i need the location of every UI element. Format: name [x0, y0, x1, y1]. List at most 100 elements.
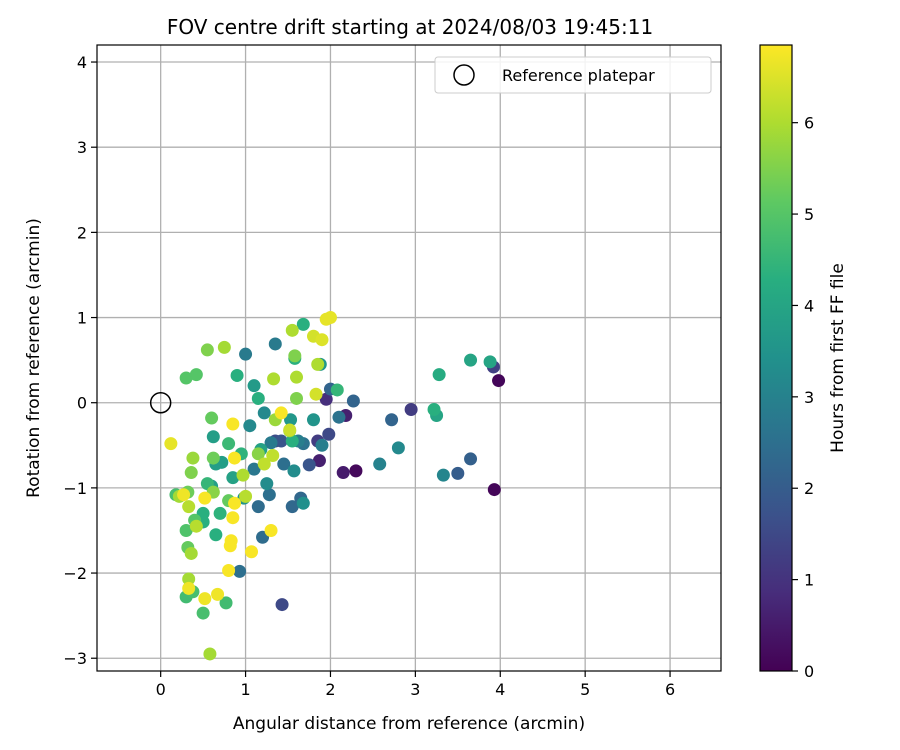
data-point — [226, 511, 240, 525]
data-point — [306, 413, 320, 427]
data-point — [275, 598, 289, 612]
data-point — [222, 563, 236, 577]
data-point — [186, 451, 200, 465]
data-point — [223, 539, 237, 553]
data-point — [211, 587, 225, 601]
data-point — [184, 546, 198, 560]
data-point — [464, 353, 478, 367]
data-point — [205, 411, 219, 425]
y-tick-label: 3 — [77, 138, 87, 157]
data-point — [247, 379, 261, 393]
data-point — [404, 403, 418, 417]
data-point — [266, 449, 280, 463]
data-point — [427, 403, 441, 417]
x-tick-label: 3 — [410, 680, 420, 699]
data-point — [217, 340, 231, 354]
data-point — [264, 436, 278, 450]
reference-point — [149, 391, 172, 414]
y-tick-label: 0 — [77, 394, 87, 413]
data-point — [391, 441, 405, 455]
data-point — [322, 427, 336, 441]
data-point — [319, 312, 333, 326]
y-axis-label: Rotation from reference (arcmin) — [24, 218, 44, 498]
data-point — [196, 606, 210, 620]
colorbar-ticks: 0 1 2 3 4 5 6 — [792, 114, 814, 681]
x-axis-ticks: 0 1 2 3 4 5 6 — [156, 671, 675, 699]
colorbar: 0 1 2 3 4 5 6 Hours from first FF file — [759, 44, 848, 681]
data-point — [230, 368, 244, 382]
legend: Reference platepar — [434, 56, 712, 94]
data-point — [239, 489, 253, 503]
data-point — [287, 464, 301, 478]
x-tick-label: 2 — [325, 680, 335, 699]
data-point — [189, 368, 203, 382]
chart-title: FOV centre drift starting at 2024/08/03 … — [167, 15, 653, 39]
data-point — [198, 491, 212, 505]
data-point — [330, 383, 344, 397]
data-point — [236, 468, 250, 482]
data-point — [184, 466, 198, 480]
data-point — [309, 387, 323, 401]
data-point — [290, 391, 304, 405]
data-point — [182, 581, 196, 595]
data-point — [198, 592, 212, 606]
data-point — [290, 370, 304, 384]
data-point — [285, 500, 299, 514]
x-tick-label: 5 — [580, 680, 590, 699]
data-point — [213, 506, 227, 520]
legend-box — [434, 56, 712, 94]
data-point — [209, 528, 223, 542]
data-point — [311, 357, 325, 371]
data-point — [312, 454, 326, 468]
data-point — [302, 458, 316, 472]
data-point — [436, 468, 450, 482]
data-point — [245, 545, 259, 559]
legend-entry-reference-platepar: Reference platepar — [502, 66, 655, 85]
colorbar-tick-label: 5 — [804, 205, 814, 224]
data-point — [332, 410, 346, 424]
data-point — [274, 406, 288, 420]
data-point — [233, 564, 247, 578]
data-point — [260, 477, 274, 491]
data-point — [267, 372, 281, 386]
x-tick-label: 1 — [240, 680, 250, 699]
data-point — [243, 419, 257, 433]
data-point — [346, 394, 360, 408]
data-point — [179, 523, 193, 537]
data-point — [226, 471, 240, 485]
data-point — [315, 438, 329, 452]
data-point — [464, 452, 478, 466]
data-point — [257, 457, 271, 471]
plot-area — [96, 44, 722, 672]
x-axis-label: Angular distance from reference (arcmin) — [233, 714, 585, 734]
data-point — [179, 371, 193, 385]
grid-lines — [97, 45, 721, 671]
plot-frame — [96, 44, 722, 672]
y-tick-label: −1 — [63, 479, 87, 498]
data-point — [200, 343, 214, 357]
data-point — [274, 434, 288, 448]
data-point — [336, 466, 350, 480]
data-point — [206, 451, 220, 465]
colorbar-tick-label: 6 — [804, 114, 814, 133]
colorbar-tick-label: 3 — [804, 388, 814, 407]
colorbar-label: Hours from first FF file — [828, 263, 848, 453]
data-point — [264, 523, 278, 537]
data-point — [189, 519, 203, 533]
data-point — [284, 413, 298, 427]
colorbar-gradient — [759, 44, 793, 672]
y-tick-label: −2 — [63, 564, 87, 583]
data-point — [487, 483, 501, 497]
data-point — [262, 488, 276, 502]
data-point — [268, 337, 282, 351]
data-point — [182, 572, 196, 586]
data-point — [315, 333, 329, 347]
plot-background — [97, 45, 721, 671]
y-tick-label: −3 — [63, 649, 87, 668]
x-tick-label: 4 — [495, 680, 505, 699]
data-point — [349, 464, 363, 478]
x-tick-label: 0 — [156, 680, 166, 699]
legend-marker — [453, 64, 475, 86]
data-point — [296, 317, 310, 331]
